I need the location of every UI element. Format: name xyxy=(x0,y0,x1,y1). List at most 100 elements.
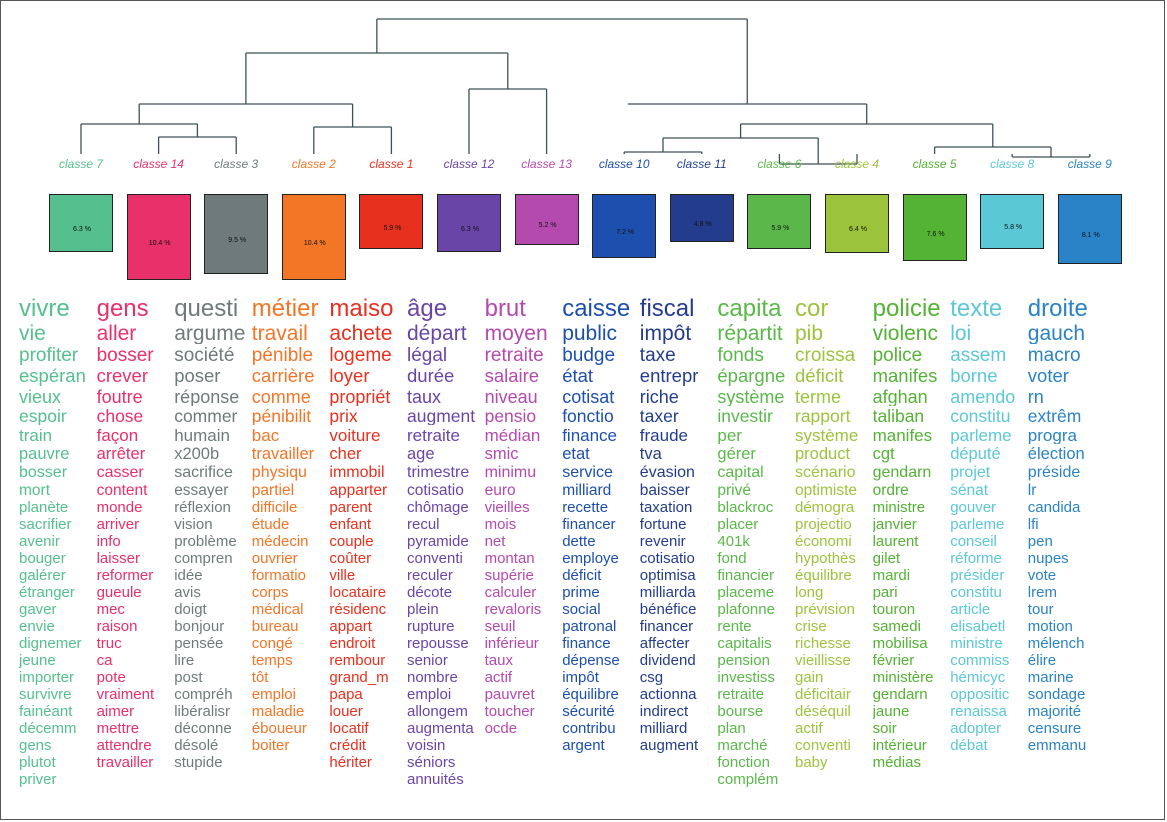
class-word: taxe xyxy=(639,346,676,365)
class-word: tour xyxy=(1027,602,1054,617)
class-word: retraite xyxy=(407,427,460,444)
class-word: censure xyxy=(1027,721,1082,736)
class-word: pénible xyxy=(251,346,314,365)
class-word: vraiment xyxy=(96,687,155,702)
class-word: travailler xyxy=(96,755,154,770)
class-word: vote xyxy=(1027,568,1057,583)
class-word: vieillisse xyxy=(795,653,851,668)
class-word: recul xyxy=(407,517,440,532)
class-word: adopter xyxy=(950,721,1002,736)
class-word: pari xyxy=(872,585,898,600)
class-word: achete xyxy=(329,323,393,344)
class-word: truc xyxy=(96,636,122,651)
class-word: médian xyxy=(484,427,541,444)
class-word: équilibre xyxy=(795,568,852,583)
class-percentage: 7.2 % xyxy=(616,229,635,237)
class-word: maladie xyxy=(251,704,305,719)
class-word: vie xyxy=(19,323,46,344)
class-word: attendre xyxy=(96,738,152,753)
class-word: mobilisa xyxy=(872,636,928,651)
class-word: système xyxy=(717,387,785,406)
class-word: intérieur xyxy=(872,738,927,753)
class-word: avenir xyxy=(19,534,60,549)
class-size-box: 5.2 % xyxy=(514,194,579,245)
class-word: indirect xyxy=(639,704,689,719)
class-word: sécurité xyxy=(562,704,615,719)
class-word: hypothès xyxy=(795,551,856,566)
class-word: système xyxy=(795,427,859,444)
class-word: milliard xyxy=(562,482,612,498)
class-word: milliard xyxy=(639,721,688,736)
class-word: médecin xyxy=(251,534,309,549)
class-word: constitu xyxy=(950,585,1002,600)
class-word: cher xyxy=(329,446,362,463)
class-word: finance xyxy=(562,636,611,651)
class-word: pension xyxy=(717,653,770,668)
class-word: démogra xyxy=(795,500,855,515)
class-word: revaloris xyxy=(484,602,542,617)
class-word-column: métier travail pénible carrière comme pénibil… xyxy=(252,297,330,817)
class-word: carrière xyxy=(251,367,315,386)
class-word: parleme xyxy=(950,427,1012,444)
class-word: mort xyxy=(19,482,50,498)
class-word: cotisatio xyxy=(639,551,695,566)
class-word: vivre xyxy=(19,297,70,321)
class-word: profiter xyxy=(19,346,79,365)
class-word: durée xyxy=(407,367,455,386)
class-word: pen xyxy=(1027,534,1053,549)
class-word: progra xyxy=(1027,427,1077,444)
class-word: envie xyxy=(19,619,55,634)
class-word: lfi xyxy=(1027,517,1039,532)
class-word: annuités xyxy=(407,772,464,787)
class-word: gain xyxy=(795,670,824,685)
class-word: appart xyxy=(329,619,372,634)
class-word: actif xyxy=(795,721,823,736)
class-word: gouver xyxy=(950,500,997,515)
class-size-box: 7.6 % xyxy=(902,194,967,261)
class-word: février xyxy=(872,653,915,668)
class-word: temps xyxy=(251,653,293,668)
class-word: placer xyxy=(717,517,759,532)
class-word: endroit xyxy=(329,636,376,651)
class-word: long xyxy=(795,585,824,600)
class-word: age xyxy=(407,446,435,463)
class-word: minimu xyxy=(484,464,537,481)
class-word: mélench xyxy=(1027,636,1085,651)
class-word: ordre xyxy=(872,482,909,498)
class-word: actionna xyxy=(639,687,697,702)
class-word: séniors xyxy=(407,755,456,770)
class-word: emploi xyxy=(251,687,296,702)
class-word: augment xyxy=(639,738,699,753)
class-word: élire xyxy=(1027,653,1057,668)
class-word: pénibilit xyxy=(251,407,312,425)
class-word: terme xyxy=(795,387,842,406)
class-word: congé xyxy=(251,636,293,651)
class-word: manifes xyxy=(872,367,938,386)
class-word: casser xyxy=(96,464,144,481)
class-word: article xyxy=(950,602,991,617)
class-word: papa xyxy=(329,687,363,702)
class-label: classe 13 xyxy=(521,157,572,171)
class-word: pauvre xyxy=(19,446,70,463)
class-word: oppositic xyxy=(950,687,1010,702)
class-percentage: 4.8 % xyxy=(693,221,712,228)
class-word: capitalis xyxy=(717,636,772,651)
class-word: taxation xyxy=(639,500,693,515)
class-word: optimiste xyxy=(795,482,858,498)
class-word: immobil xyxy=(329,464,385,481)
class-word: bosser xyxy=(96,346,154,365)
class-word: taux xyxy=(484,653,513,668)
class-word: janvier xyxy=(872,517,917,532)
class-word: revenir xyxy=(639,534,686,549)
class-word: fiscal xyxy=(639,297,695,321)
class-word: ca xyxy=(96,653,113,668)
class-word: bureau xyxy=(251,619,299,634)
class-word: étude xyxy=(251,517,290,532)
class-word: gaver xyxy=(19,602,57,617)
class-percentage: 6.3 % xyxy=(73,226,91,234)
class-word: droite xyxy=(1027,297,1088,321)
class-word: reformer xyxy=(96,568,154,583)
class-word: gens xyxy=(19,738,52,753)
class-word: rapport xyxy=(795,407,851,425)
class-word: sondage xyxy=(1027,687,1086,702)
